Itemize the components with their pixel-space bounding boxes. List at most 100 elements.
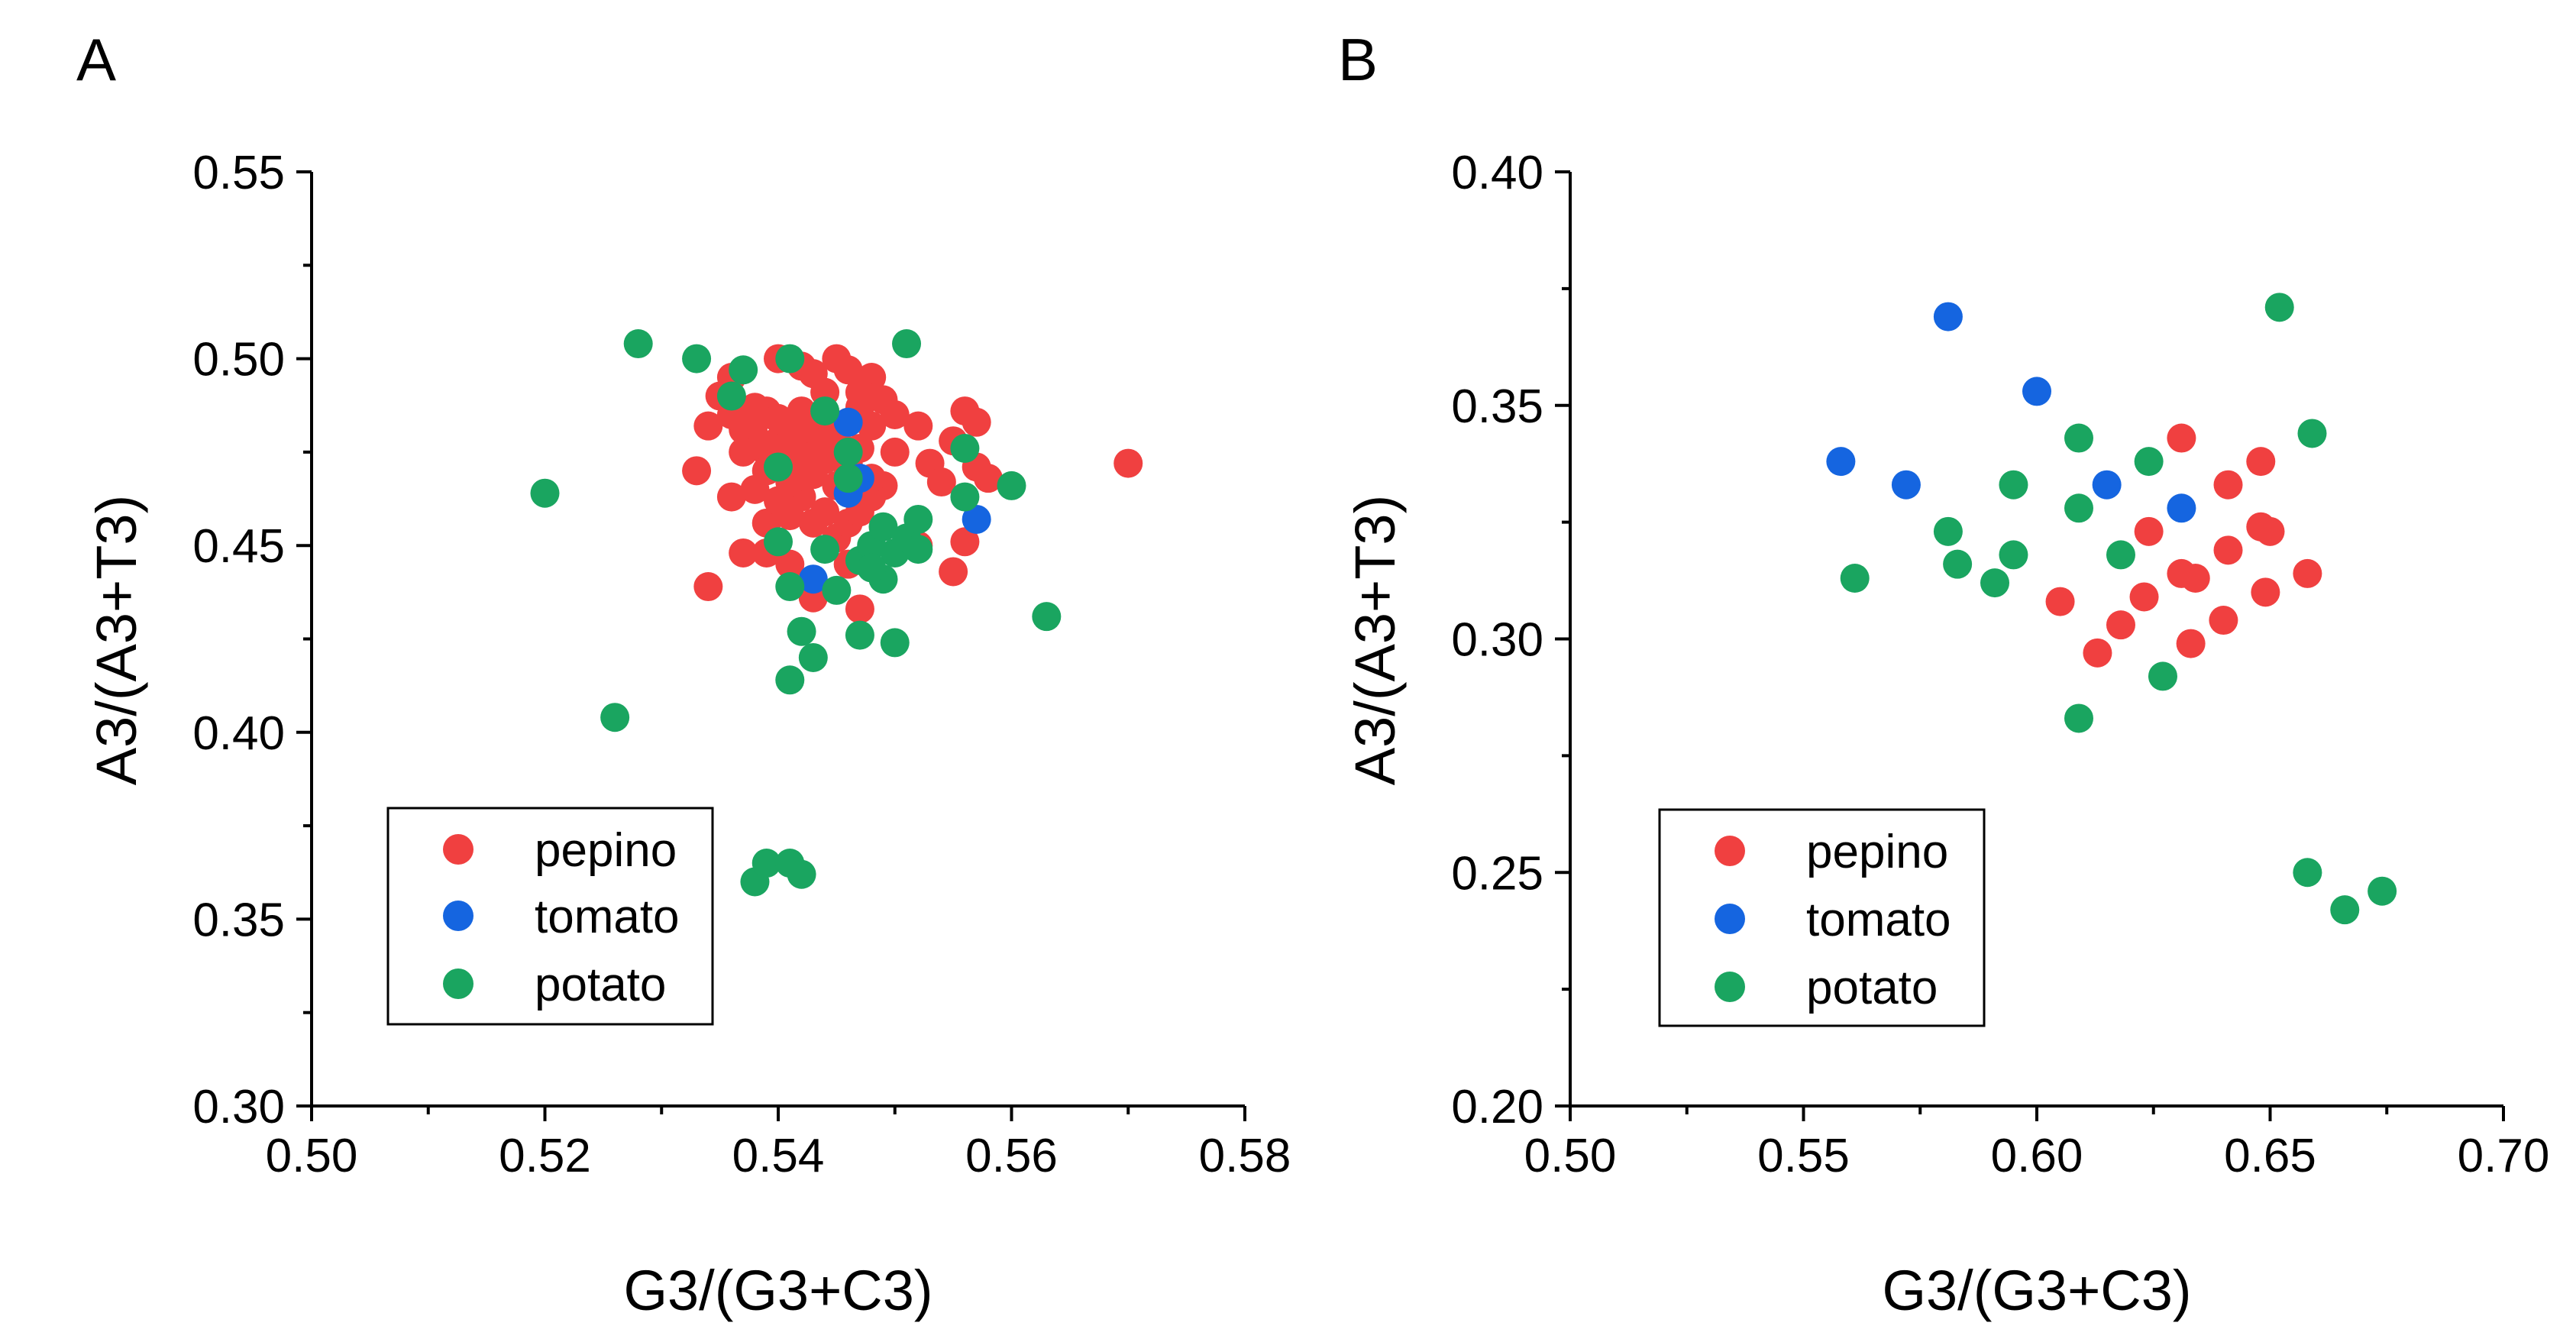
point-potato — [751, 849, 781, 878]
point-pepino — [880, 437, 910, 467]
point-pepino — [2255, 516, 2285, 546]
point-tomato — [2092, 470, 2122, 500]
panel-label-a: A — [76, 26, 116, 93]
y-tick-label: 0.40 — [1451, 147, 1543, 199]
point-potato — [1943, 549, 1973, 579]
point-pepino — [682, 456, 712, 486]
point-potato — [775, 665, 805, 695]
point-potato — [950, 482, 980, 512]
points-b — [1826, 293, 2397, 925]
point-tomato — [2022, 377, 2051, 406]
point-potato — [2330, 895, 2360, 925]
point-pepino — [950, 527, 980, 557]
point-pepino — [2134, 516, 2164, 546]
point-pepino — [2176, 629, 2206, 658]
point-potato — [2064, 423, 2093, 453]
x-tick-label: 0.50 — [266, 1130, 358, 1182]
y-tick-label: 0.30 — [192, 1081, 285, 1133]
y-tick-label: 0.35 — [1451, 380, 1543, 433]
point-potato — [2134, 447, 2164, 477]
point-pepino — [729, 538, 758, 568]
y-tick-label: 0.45 — [192, 520, 285, 573]
point-pepino — [2083, 638, 2112, 668]
point-potato — [810, 396, 840, 426]
y-axis-title-b: A3/(A3+T3) — [1343, 495, 1407, 785]
point-pepino — [2209, 606, 2238, 635]
point-pepino — [857, 411, 887, 441]
y-ticks-a: 0.30 0.35 0.40 0.45 0.50 0.55 — [192, 147, 312, 1133]
point-tomato — [2167, 493, 2196, 523]
panel-label-b: B — [1338, 26, 1378, 93]
point-pepino — [2167, 423, 2196, 453]
x-tick-label: 0.60 — [1991, 1130, 2083, 1182]
point-tomato — [962, 504, 991, 534]
legend-label-pepino-b: pepino — [1806, 826, 1948, 878]
point-pepino — [2293, 558, 2322, 588]
point-pepino — [787, 452, 816, 482]
point-potato — [810, 535, 840, 564]
x-tick-label: 0.65 — [2224, 1130, 2316, 1182]
y-tick-label: 0.30 — [1451, 614, 1543, 667]
y-tick-label: 0.25 — [1451, 847, 1543, 900]
point-potato — [833, 437, 863, 467]
point-pepino — [716, 482, 746, 512]
y-tick-label: 0.35 — [192, 894, 285, 946]
point-pepino — [845, 377, 874, 407]
x-axis-title-a: G3/(G3+C3) — [623, 1259, 932, 1322]
point-pepino — [880, 399, 910, 429]
point-potato — [729, 355, 758, 385]
x-tick-label: 0.52 — [499, 1130, 591, 1182]
point-potato — [623, 329, 653, 359]
point-pepino — [962, 407, 991, 437]
legend-marker-pepino-a — [443, 834, 474, 865]
point-potato — [2064, 703, 2093, 733]
point-potato — [880, 628, 910, 658]
point-pepino — [2045, 587, 2075, 616]
x-tick-label: 0.56 — [965, 1130, 1058, 1182]
legend-box-a — [386, 807, 714, 1026]
point-potato — [1933, 516, 1963, 546]
point-potato — [857, 553, 887, 583]
legend-marker-tomato-a — [443, 901, 474, 931]
point-pepino — [973, 464, 1003, 493]
axes-a — [310, 172, 1245, 1108]
point-pepino — [1113, 448, 1143, 478]
x-axis-title-b: G3/(G3+C3) — [1882, 1259, 2191, 1322]
point-potato — [682, 344, 712, 373]
point-pepino — [2180, 564, 2210, 593]
y-tick-label: 0.20 — [1451, 1081, 1543, 1133]
point-pepino — [2106, 610, 2135, 640]
point-potato — [997, 471, 1026, 500]
legend-marker-pepino-b — [1715, 836, 1745, 866]
point-potato — [2368, 876, 2397, 906]
legend-marker-potato-b — [1715, 972, 1745, 1002]
point-potato — [798, 642, 828, 672]
panel-b: B 0.50 0.55 0.60 0.65 0.70 0.200.250.300.350… — [1338, 26, 2549, 1322]
point-pepino — [845, 594, 874, 624]
point-potato — [2264, 293, 2294, 322]
legend-a: pepino tomato potato — [386, 807, 714, 1026]
legend-label-potato-b: potato — [1806, 962, 1938, 1014]
point-potato — [530, 478, 560, 508]
point-pepino — [2129, 582, 2159, 612]
point-pepino — [2251, 577, 2280, 607]
y-tick-label: 0.50 — [192, 334, 285, 386]
point-pepino — [775, 549, 805, 579]
point-potato — [1999, 470, 2028, 500]
point-pepino — [939, 557, 968, 587]
y-tick-label: 0.40 — [192, 707, 285, 760]
point-potato — [1980, 568, 2010, 598]
y-axis-title-a: A3/(A3+T3) — [85, 495, 148, 785]
x-ticks-a: 0.50 0.52 0.54 0.56 0.58 — [266, 1106, 1291, 1182]
y-ticks-b: 0.20 0.25 0.30 0.35 0.40 — [1451, 147, 1570, 1133]
legend-marker-potato-a — [443, 969, 474, 999]
point-tomato — [1891, 470, 1921, 500]
legend-label-tomato-a: tomato — [535, 891, 680, 943]
point-tomato — [798, 564, 828, 594]
point-potato — [1840, 564, 1870, 593]
x-tick-label: 0.55 — [1757, 1130, 1850, 1182]
point-potato — [600, 703, 630, 732]
axes-b — [1569, 172, 2503, 1108]
x-ticks-b: 0.50 0.55 0.60 0.65 0.70 — [1524, 1106, 2549, 1182]
